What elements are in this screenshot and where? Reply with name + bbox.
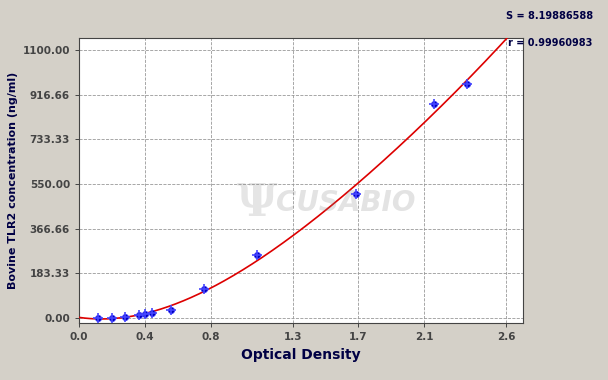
Text: S = 8.19886588: S = 8.19886588: [506, 11, 593, 21]
Text: CUSABIO: CUSABIO: [275, 189, 415, 217]
Text: Ψ: Ψ: [237, 182, 277, 225]
X-axis label: Optical Density: Optical Density: [241, 348, 361, 362]
Text: r = 0.99960983: r = 0.99960983: [508, 38, 593, 48]
Y-axis label: Bovine TLR2 concentration (ng/ml): Bovine TLR2 concentration (ng/ml): [9, 72, 18, 289]
